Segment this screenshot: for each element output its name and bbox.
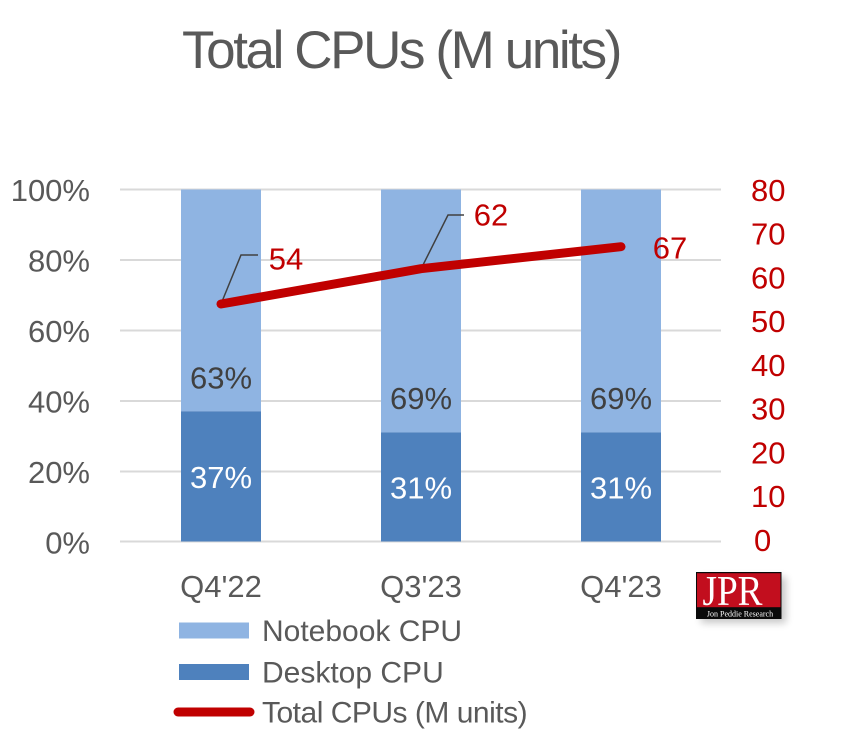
svg-text:40: 40 <box>751 348 785 383</box>
svg-text:Total CPUs (M units): Total CPUs (M units) <box>182 21 620 80</box>
svg-text:69%: 69% <box>390 381 452 416</box>
svg-text:Q4'23: Q4'23 <box>580 569 662 604</box>
svg-text:31%: 31% <box>590 471 652 506</box>
svg-text:Notebook CPU: Notebook CPU <box>262 615 462 648</box>
svg-text:Q4'22: Q4'22 <box>180 569 262 604</box>
svg-text:10: 10 <box>751 479 785 514</box>
svg-text:37%: 37% <box>190 460 252 495</box>
svg-text:50: 50 <box>751 304 785 339</box>
svg-text:30: 30 <box>751 392 785 427</box>
svg-text:Jon Peddie Research: Jon Peddie Research <box>707 610 773 619</box>
svg-text:Desktop CPU: Desktop CPU <box>262 657 444 690</box>
svg-text:0: 0 <box>754 523 771 558</box>
svg-text:JPR: JPR <box>703 569 763 615</box>
svg-text:69%: 69% <box>590 381 652 416</box>
svg-text:80%: 80% <box>28 244 90 279</box>
svg-text:Total CPUs (M units): Total CPUs (M units) <box>262 697 527 730</box>
svg-text:80: 80 <box>751 173 785 208</box>
svg-text:70: 70 <box>751 217 785 252</box>
svg-text:20: 20 <box>751 436 785 471</box>
svg-text:100%: 100% <box>11 173 90 208</box>
svg-text:67: 67 <box>653 231 687 266</box>
svg-text:54: 54 <box>269 242 303 277</box>
svg-text:0%: 0% <box>45 526 90 561</box>
svg-text:31%: 31% <box>390 471 452 506</box>
svg-text:20%: 20% <box>28 455 90 490</box>
svg-text:60: 60 <box>751 261 785 296</box>
svg-text:Q3'23: Q3'23 <box>380 569 462 604</box>
svg-text:62: 62 <box>474 198 508 233</box>
svg-text:40%: 40% <box>28 385 90 420</box>
svg-text:60%: 60% <box>28 314 90 349</box>
svg-text:63%: 63% <box>190 361 252 396</box>
